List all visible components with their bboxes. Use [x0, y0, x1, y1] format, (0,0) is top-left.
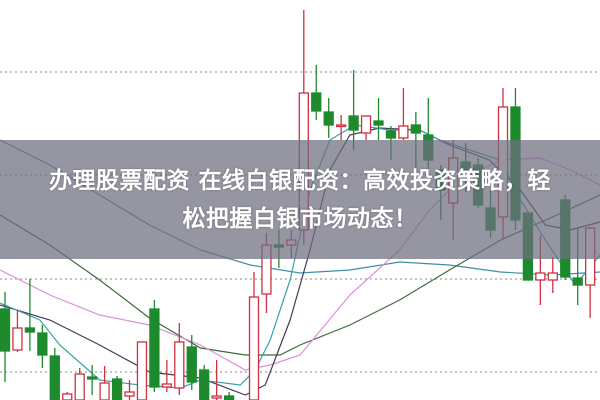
candle-down — [311, 65, 322, 120]
candle-up — [74, 368, 85, 400]
candle-up — [12, 310, 23, 352]
title-banner: 办理股票配资 在线白银配资：高效投资策略，轻 松把握白银市场动态！ — [0, 140, 600, 259]
candle-up — [335, 115, 347, 140]
candle-body — [323, 111, 334, 126]
candle-body — [149, 308, 160, 388]
candle-body — [99, 382, 110, 400]
candle-down — [0, 292, 11, 382]
candle-body — [348, 115, 359, 131]
banner-line-2: 松把握白银市场动态！ — [182, 205, 418, 232]
candle-body — [199, 369, 210, 400]
candle-up — [547, 257, 558, 293]
candle-down — [223, 392, 235, 400]
candle-body — [335, 124, 347, 128]
candle-up — [248, 272, 260, 400]
candle-body — [49, 355, 60, 400]
candle-body — [174, 341, 185, 389]
candle-body — [186, 346, 197, 383]
candle-body — [311, 92, 322, 112]
candle-body — [398, 125, 409, 139]
candle-down — [199, 365, 210, 400]
candle-up — [99, 366, 110, 400]
candle-down — [87, 365, 98, 395]
candle-body — [87, 376, 98, 380]
banner-line-1: 办理股票配资 在线白银配资：高效投资策略，轻 — [48, 167, 551, 194]
candle-down — [149, 300, 160, 392]
candle-up — [360, 115, 372, 140]
candle-body — [136, 341, 148, 400]
candle-down — [348, 70, 359, 150]
candle-body — [161, 383, 173, 388]
candle-up — [124, 380, 135, 400]
candle-up — [62, 392, 73, 400]
candle-body — [211, 395, 222, 399]
candle-down — [323, 98, 334, 138]
candle-up — [136, 341, 148, 400]
candle-body — [223, 395, 235, 400]
candle-body — [547, 272, 558, 281]
candle-body — [360, 115, 372, 134]
candle-up — [174, 323, 185, 395]
candle-down — [37, 325, 48, 368]
candle-down — [186, 335, 197, 390]
candle-body — [0, 308, 11, 352]
candle-body — [373, 120, 384, 126]
candle-down — [373, 98, 384, 140]
candle-body — [62, 393, 73, 400]
candle-up — [211, 360, 222, 400]
candle-up — [398, 88, 409, 140]
candle-body — [12, 327, 23, 351]
candle-down — [49, 348, 60, 400]
candle-body — [410, 124, 422, 134]
candle-body — [124, 391, 135, 397]
candle-body — [111, 378, 123, 400]
candle-down — [111, 376, 123, 400]
candle-body — [535, 272, 546, 281]
candle-down — [24, 279, 36, 351]
candle-body — [385, 130, 397, 139]
candle-up — [161, 360, 173, 392]
candle-body — [24, 327, 36, 333]
candle-body — [37, 332, 48, 356]
candle-body — [248, 296, 260, 400]
candle-body — [74, 373, 85, 400]
candle-body — [572, 277, 583, 286]
